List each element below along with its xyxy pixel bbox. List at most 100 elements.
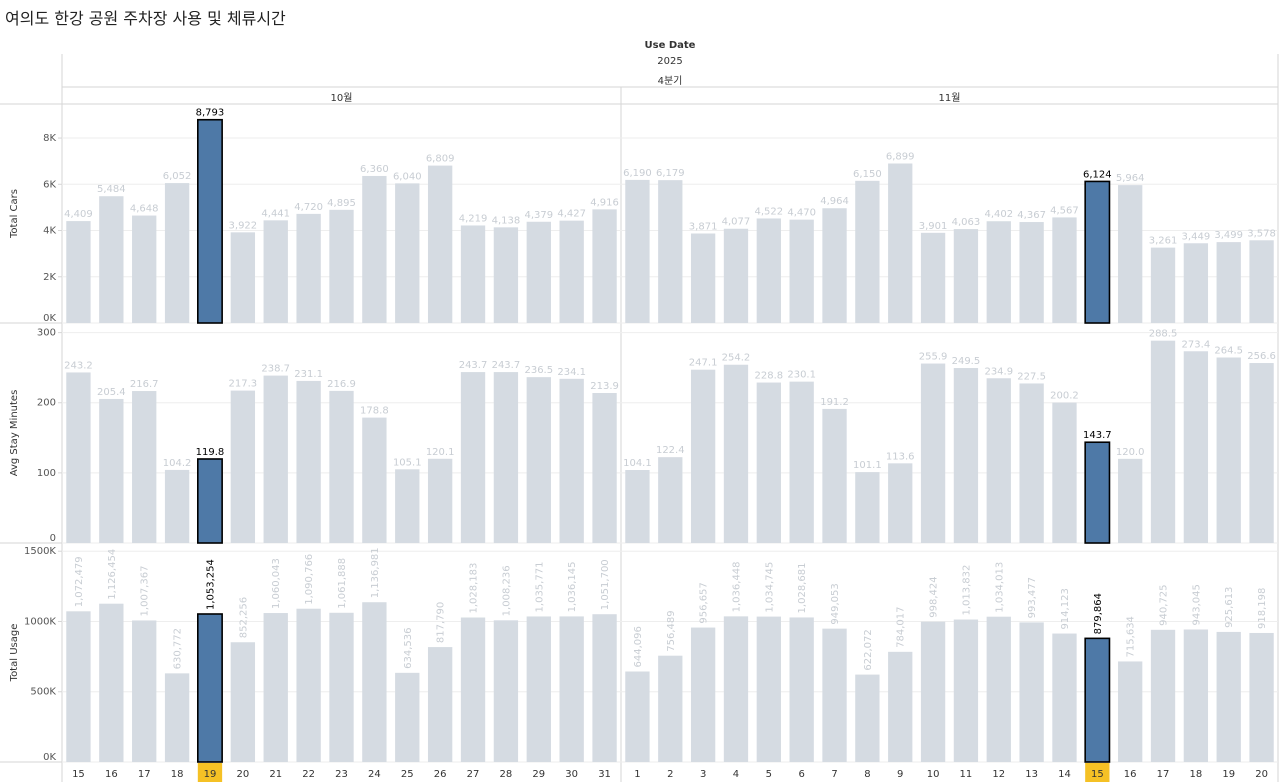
bar[interactable] <box>1052 402 1077 543</box>
bar[interactable] <box>132 215 157 323</box>
bar[interactable] <box>197 613 223 763</box>
bar[interactable] <box>493 227 519 323</box>
bar[interactable] <box>855 180 880 323</box>
bar[interactable] <box>493 372 519 543</box>
bar[interactable] <box>526 377 551 543</box>
bar[interactable] <box>296 608 321 762</box>
bar[interactable] <box>690 627 716 762</box>
bar[interactable] <box>1150 247 1176 323</box>
bar[interactable] <box>559 378 584 543</box>
bar[interactable] <box>329 390 354 543</box>
bar[interactable] <box>920 232 946 323</box>
bar[interactable] <box>99 196 124 323</box>
bar[interactable] <box>1084 441 1111 544</box>
bar[interactable] <box>625 469 650 543</box>
bar[interactable] <box>1019 222 1044 323</box>
bar[interactable] <box>690 369 716 543</box>
bar[interactable] <box>263 613 288 762</box>
bar[interactable] <box>395 672 420 762</box>
bar[interactable] <box>263 220 288 323</box>
bar[interactable] <box>197 458 223 544</box>
bar[interactable] <box>723 228 749 323</box>
bar[interactable] <box>1216 357 1241 543</box>
bar[interactable] <box>395 469 420 543</box>
bar[interactable] <box>1150 340 1176 543</box>
bar[interactable] <box>66 221 91 323</box>
bar[interactable] <box>296 380 321 543</box>
bar[interactable] <box>559 616 584 762</box>
bar[interactable] <box>1249 363 1274 543</box>
bar[interactable] <box>296 213 321 323</box>
bar[interactable] <box>625 179 650 323</box>
bar[interactable] <box>690 233 716 323</box>
bar[interactable] <box>427 647 453 762</box>
bar[interactable] <box>888 463 913 543</box>
bar[interactable] <box>99 603 124 762</box>
bar[interactable] <box>953 229 979 323</box>
bar[interactable] <box>164 183 190 323</box>
bar[interactable] <box>822 408 847 543</box>
bar[interactable] <box>132 391 157 543</box>
bar[interactable] <box>1150 629 1176 762</box>
bar[interactable] <box>822 208 847 323</box>
bar[interactable] <box>66 372 91 543</box>
bar[interactable] <box>1084 637 1111 763</box>
bar[interactable] <box>460 617 486 762</box>
bar[interactable] <box>625 671 650 762</box>
bar[interactable] <box>1019 383 1044 543</box>
bar[interactable] <box>427 458 453 543</box>
bar[interactable] <box>658 457 683 543</box>
bar[interactable] <box>789 381 814 543</box>
bar[interactable] <box>756 616 781 762</box>
bar[interactable] <box>132 620 157 762</box>
bar[interactable] <box>1052 217 1077 323</box>
bar[interactable] <box>592 392 617 543</box>
bar[interactable] <box>99 398 124 543</box>
bar[interactable] <box>66 611 91 762</box>
bar[interactable] <box>1216 242 1241 323</box>
bar[interactable] <box>1118 458 1143 543</box>
bar[interactable] <box>1084 180 1111 324</box>
bar[interactable] <box>460 225 486 323</box>
bar[interactable] <box>362 602 387 762</box>
bar[interactable] <box>888 163 913 323</box>
bar[interactable] <box>164 469 190 543</box>
bar[interactable] <box>888 651 913 762</box>
bar[interactable] <box>362 417 387 543</box>
bar[interactable] <box>559 220 584 323</box>
bar[interactable] <box>1118 661 1143 762</box>
bar[interactable] <box>953 368 979 543</box>
bar[interactable] <box>953 619 979 762</box>
bar[interactable] <box>329 612 354 762</box>
bar[interactable] <box>493 620 519 762</box>
bar[interactable] <box>230 232 256 323</box>
bar[interactable] <box>362 175 387 323</box>
bar[interactable] <box>592 209 617 323</box>
bar[interactable] <box>526 616 551 762</box>
bar[interactable] <box>526 221 551 323</box>
bar[interactable] <box>1249 632 1274 762</box>
bar[interactable] <box>986 378 1011 543</box>
bar[interactable] <box>164 673 190 762</box>
bar[interactable] <box>920 363 946 543</box>
bar[interactable] <box>1052 633 1077 762</box>
bar[interactable] <box>1216 631 1241 762</box>
bar[interactable] <box>855 472 880 543</box>
bar[interactable] <box>460 372 486 543</box>
bar[interactable] <box>855 674 880 762</box>
bar[interactable] <box>263 375 288 543</box>
bar[interactable] <box>723 364 749 543</box>
bar[interactable] <box>592 614 617 762</box>
bar[interactable] <box>986 616 1011 762</box>
bar[interactable] <box>427 165 453 323</box>
bar[interactable] <box>1249 240 1274 323</box>
bar[interactable] <box>789 219 814 323</box>
bar[interactable] <box>1183 629 1209 762</box>
bar[interactable] <box>920 621 946 762</box>
bar[interactable] <box>658 180 683 323</box>
bar[interactable] <box>789 617 814 762</box>
bar[interactable] <box>1019 622 1044 762</box>
bar[interactable] <box>230 642 256 762</box>
bar[interactable] <box>1118 185 1143 323</box>
bar[interactable] <box>658 655 683 762</box>
